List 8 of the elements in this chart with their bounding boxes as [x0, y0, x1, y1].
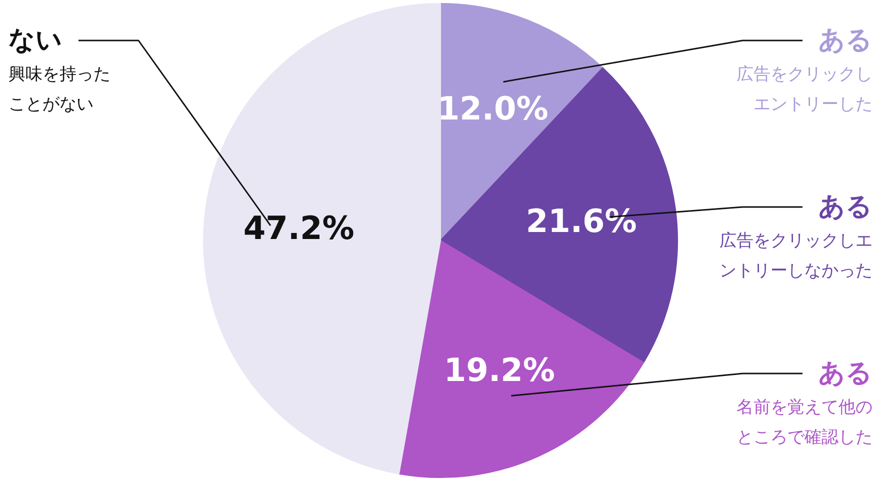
slice-label: ある広告をクリックしエントリーしなかった	[720, 192, 872, 281]
data-label: 21.6%	[526, 202, 637, 240]
data-label: 19.2%	[444, 350, 555, 389]
data-label: 47.2%	[243, 209, 354, 248]
slice-label: ない興味を持ったことがない	[8, 26, 110, 114]
slice-label: ある広告をクリックしエントリーした	[736, 26, 872, 114]
data-label: 12.0%	[437, 89, 548, 128]
slice-label: ある名前を覚えて他のところで確認した	[736, 358, 872, 448]
